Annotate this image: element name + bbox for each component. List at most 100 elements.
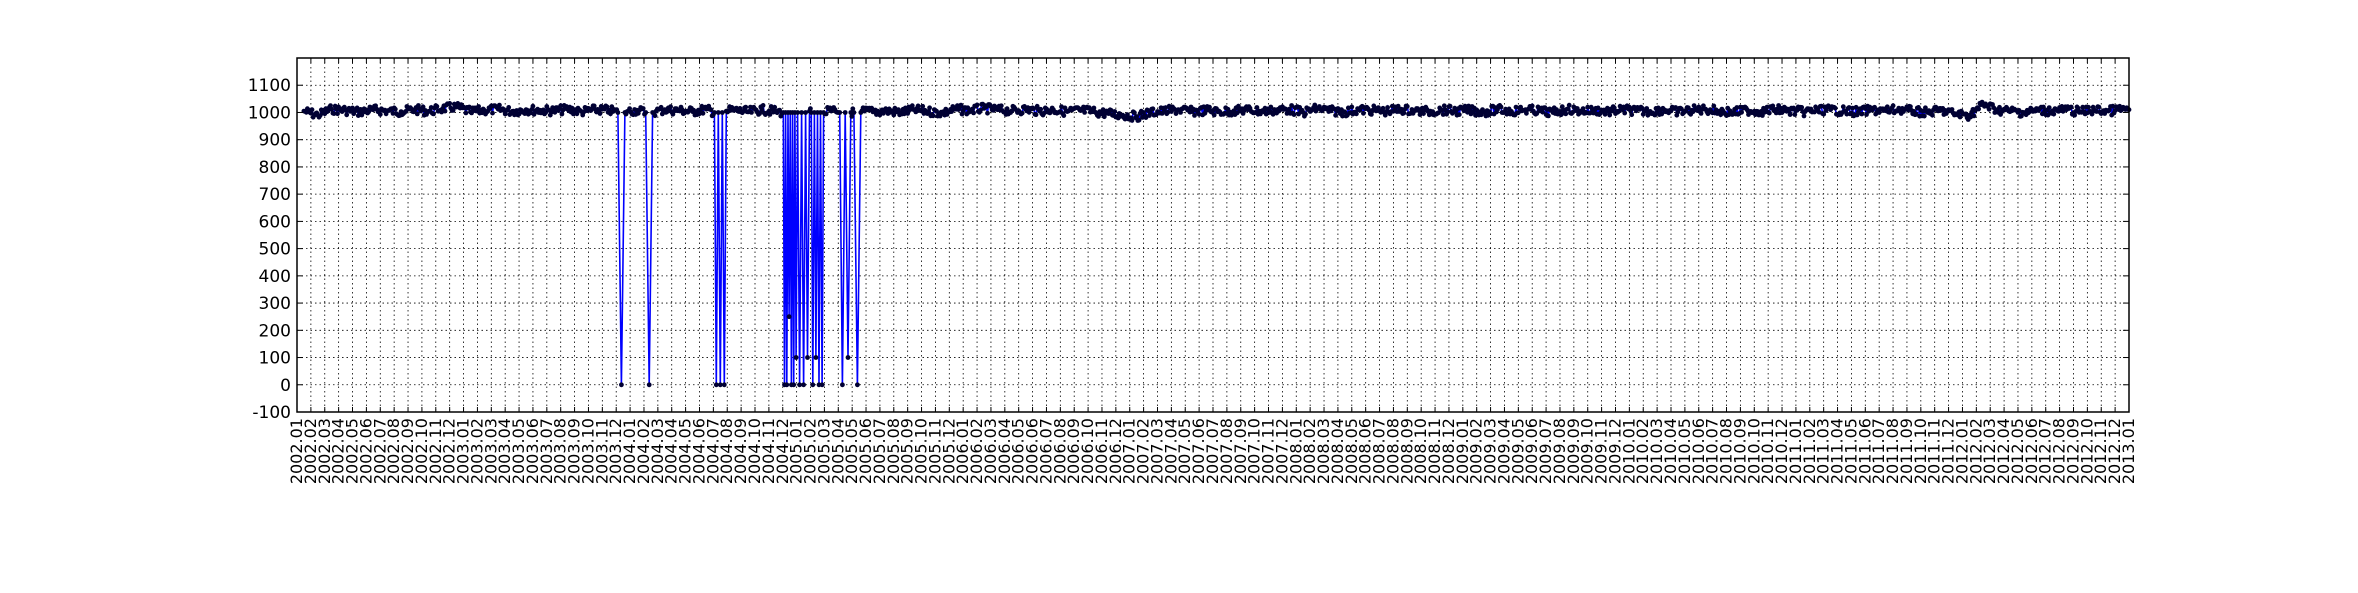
data-point — [801, 382, 806, 388]
x-tick-label: 2007.02 — [1134, 418, 1153, 484]
x-tick-label: 2010.09 — [1730, 418, 1749, 484]
data-point — [359, 112, 365, 118]
data-point — [597, 111, 603, 116]
y-tick-label: -100 — [252, 403, 291, 423]
data-point — [2046, 105, 2052, 110]
data-point — [1385, 105, 1390, 110]
x-tick-label: 2011.04 — [1828, 418, 1847, 484]
data-point — [2086, 104, 2091, 110]
data-point — [1303, 111, 1308, 117]
data-point — [1971, 113, 1977, 119]
x-tick-label: 2010.05 — [1675, 418, 1694, 484]
x-tick-label: 2002.04 — [329, 418, 348, 484]
x-tick-label: 2003.03 — [481, 418, 500, 484]
data-point — [1524, 110, 1529, 116]
x-tick-label: 2012.08 — [2050, 418, 2069, 484]
data-point — [530, 103, 536, 109]
data-point — [1134, 114, 1140, 119]
x-tick-label: 2010.04 — [1661, 418, 1680, 484]
x-tick-label: 2005.04 — [828, 418, 847, 484]
data-point — [757, 111, 762, 116]
data-point — [558, 103, 564, 109]
data-point — [1447, 103, 1453, 109]
data-point — [1957, 114, 1963, 120]
data-point — [721, 382, 727, 388]
data-point — [1949, 107, 1955, 112]
x-tick-label: 2006.12 — [1106, 418, 1125, 484]
x-tick-label: 2004.04 — [662, 418, 681, 484]
data-point — [1859, 111, 1865, 117]
data-point — [851, 110, 857, 115]
data-point — [1361, 110, 1366, 116]
x-tick-label: 2008.11 — [1425, 418, 1444, 484]
x-tick-label: 2009.09 — [1564, 418, 1583, 484]
data-point — [713, 382, 719, 388]
x-tick-label: 2011.08 — [1883, 418, 1902, 484]
data-point — [1033, 112, 1039, 118]
data-point — [1644, 106, 1650, 111]
data-point — [1566, 102, 1572, 108]
data-point — [749, 110, 754, 115]
x-tick-label: 2003.09 — [565, 418, 584, 484]
data-point — [1799, 105, 1805, 110]
x-tick-label: 2011.03 — [1814, 418, 1833, 484]
data-point — [1369, 112, 1374, 117]
x-tick-label: 2002.08 — [384, 418, 403, 484]
x-tick-label: 2004.06 — [689, 418, 708, 484]
x-tick-label: 2002.03 — [315, 418, 334, 484]
x-tick-label: 2010.08 — [1717, 418, 1736, 484]
data-point — [1574, 106, 1580, 111]
data-point — [335, 111, 340, 117]
x-tick-label: 2006.10 — [1078, 418, 1097, 484]
data-point — [1622, 110, 1628, 116]
data-point — [1921, 113, 1927, 119]
x-tick-label: 2004.12 — [773, 418, 792, 484]
x-tick-label: 2009.10 — [1578, 418, 1597, 484]
data-point — [1254, 105, 1260, 110]
data-point — [1441, 103, 1447, 109]
x-tick-label: 2012.11 — [2091, 418, 2110, 484]
x-tick-label: 2012.01 — [1952, 418, 1971, 484]
x-tick-label: 2003.01 — [454, 418, 473, 484]
data-point — [1679, 106, 1684, 112]
x-tick-label: 2004.09 — [731, 418, 750, 484]
data-point — [1718, 112, 1724, 118]
x-tick-label: 2010.06 — [1689, 418, 1708, 484]
data-point — [909, 103, 915, 109]
x-tick-label: 2004.11 — [759, 418, 778, 484]
data-point — [708, 107, 714, 113]
data-point — [971, 110, 976, 116]
x-tick-label: 2002.05 — [343, 418, 362, 484]
data-point — [1546, 113, 1551, 119]
x-tick-label: 2009.05 — [1508, 418, 1527, 484]
data-point — [1201, 104, 1207, 110]
data-point — [998, 103, 1004, 109]
data-point — [1380, 105, 1386, 111]
x-tick-label: 2007.08 — [1217, 418, 1236, 484]
x-tick-label: 2012.06 — [2022, 418, 2041, 484]
data-point — [1762, 109, 1768, 115]
x-tick-label: 2012.05 — [2008, 418, 2027, 484]
x-tick-label: 2007.09 — [1231, 418, 1250, 484]
data-point — [1565, 106, 1571, 112]
data-point — [958, 102, 964, 108]
x-tick-label: 2010.03 — [1647, 418, 1666, 484]
data-point — [1371, 103, 1377, 109]
x-tick-label: 2006.05 — [1009, 418, 1028, 484]
x-tick-label: 2010.01 — [1619, 418, 1638, 484]
x-tick-label: 2012.09 — [2063, 418, 2082, 484]
x-tick-label: 2006.07 — [1036, 418, 1055, 484]
x-tick-label: 2012.03 — [1980, 418, 1999, 484]
x-tick-label: 2008.08 — [1383, 418, 1402, 484]
x-tick-label: 2006.04 — [995, 418, 1014, 484]
x-tick-label: 2011.07 — [1869, 418, 1888, 484]
series — [301, 99, 2132, 388]
data-point — [1585, 104, 1591, 110]
data-point — [1401, 110, 1407, 116]
x-tick-label: 2005.06 — [856, 418, 875, 484]
data-point — [1211, 112, 1217, 118]
x-tick-label: 2006.08 — [1050, 418, 1069, 484]
series-markers — [301, 99, 2132, 388]
data-point — [2016, 108, 2022, 113]
